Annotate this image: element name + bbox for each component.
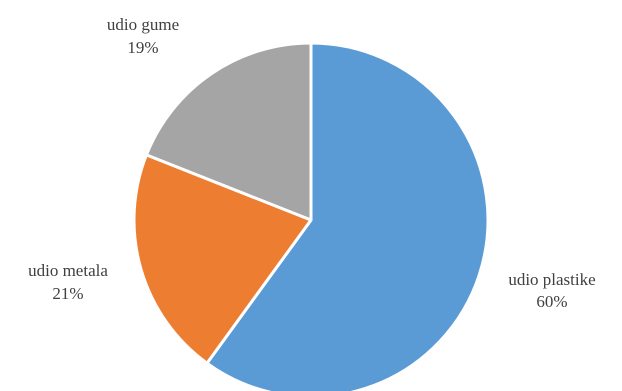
slice-category-label: udio metala bbox=[28, 261, 108, 280]
slice-percent-label: 19% bbox=[127, 38, 158, 57]
slice-label-plastike: udio plastike 60% bbox=[508, 270, 595, 311]
slice-category-label: udio gume bbox=[107, 15, 179, 34]
slice-percent-label: 60% bbox=[536, 292, 567, 311]
pie-slice-1 bbox=[132, 153, 313, 365]
slice-category-label: udio plastike bbox=[508, 270, 595, 289]
pie-slice-0 bbox=[205, 41, 490, 391]
slice-label-gume: udio gume 19% bbox=[107, 15, 179, 57]
pie-slice-2 bbox=[144, 41, 313, 222]
pie-slices bbox=[132, 41, 490, 391]
slice-label-metala: udio metala 21% bbox=[28, 261, 108, 303]
slice-percent-label: 21% bbox=[52, 284, 83, 303]
